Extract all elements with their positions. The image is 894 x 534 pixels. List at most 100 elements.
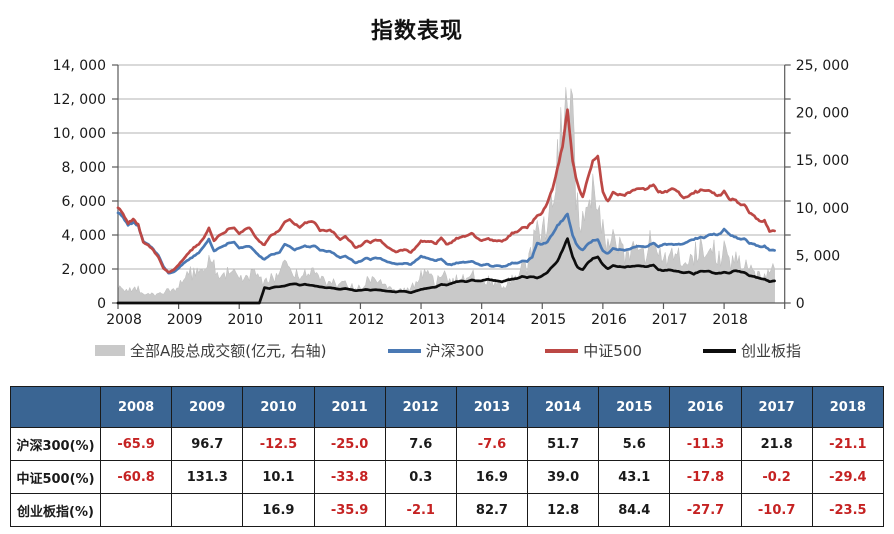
svg-text:0: 0 — [796, 296, 805, 312]
series-chinext-line — [116, 237, 776, 305]
table-header-year: 2017 — [740, 386, 813, 428]
table-cell: 96.7 — [171, 427, 244, 461]
table-header-year: 2012 — [384, 386, 457, 428]
svg-text:6, 000: 6, 000 — [61, 194, 106, 210]
table-cell: 43.1 — [598, 460, 671, 494]
svg-text:2015: 2015 — [531, 312, 567, 328]
table-cell: -65.9 — [99, 427, 173, 461]
axis-labels: 0 2, 000 4, 000 6, 000 8, 000 10, 000 12, 000 1… — [53, 58, 850, 328]
table-header-year: 2010 — [242, 386, 315, 428]
table-cell: 21.8 — [740, 427, 813, 461]
legend-item-turnover: 全部A股总成交额(亿元, 右轴) — [95, 340, 327, 361]
table-cell: -23.5 — [811, 493, 885, 527]
svg-text:14, 000: 14, 000 — [53, 58, 106, 74]
svg-text:10, 000: 10, 000 — [796, 201, 849, 217]
table-header-year: 2013 — [455, 386, 529, 428]
table-cell: -12.5 — [242, 427, 315, 461]
table-cell: -21.1 — [811, 427, 885, 461]
table-header-year: 2015 — [598, 386, 671, 428]
table-cell — [99, 493, 173, 527]
table-cell: -7.6 — [455, 427, 529, 461]
table-cell: -25.0 — [313, 427, 386, 461]
index-performance-chart: 0 2, 000 4, 000 6, 000 8, 000 10, 000 12, 000 1… — [53, 58, 850, 328]
svg-text:20, 000: 20, 000 — [796, 106, 849, 122]
table-cell: 0.3 — [384, 460, 457, 494]
table-corner-cell — [10, 386, 101, 428]
table-cell: 7.6 — [384, 427, 457, 461]
legend-item-csi500: 中证500 — [545, 340, 642, 361]
table-cell: -60.8 — [99, 460, 173, 494]
svg-text:2010: 2010 — [227, 312, 263, 328]
svg-text:2016: 2016 — [591, 312, 627, 328]
legend-swatch-chinext-line — [702, 348, 736, 353]
svg-text:0: 0 — [97, 296, 106, 312]
svg-text:2011: 2011 — [288, 312, 324, 328]
series-csi300-line — [116, 211, 776, 275]
legend-label-chinext: 创业板指 — [740, 342, 801, 360]
legend-label-csi300: 沪深300 — [425, 342, 485, 360]
chart-legend: 全部A股总成交额(亿元, 右轴) 沪深300 中证500 创业板指 — [95, 340, 801, 361]
svg-text:2013: 2013 — [409, 312, 445, 328]
table-cell: -29.4 — [811, 460, 885, 494]
gridlines — [118, 64, 785, 270]
svg-text:10, 000: 10, 000 — [53, 126, 106, 142]
table-row-label: 中证500(%) — [10, 460, 101, 494]
svg-text:15, 000: 15, 000 — [796, 153, 849, 169]
table-header-year: 2008 — [99, 386, 173, 428]
table-cell: -10.7 — [740, 493, 813, 527]
table-cell — [171, 493, 244, 527]
table-row-label: 创业板指(%) — [10, 493, 101, 527]
table-cell: 10.1 — [242, 460, 315, 494]
table-cell: 12.8 — [527, 493, 600, 527]
svg-text:12, 000: 12, 000 — [53, 92, 106, 108]
svg-text:2012: 2012 — [349, 312, 385, 328]
table-cell: -17.8 — [669, 460, 742, 494]
series-csi500-line — [116, 108, 776, 274]
table-row: 中证500(%) -60.8 131.3 10.1 -33.8 0.3 16.9 39.0 43… — [10, 460, 885, 494]
table-cell: -11.3 — [669, 427, 742, 461]
table-cell: 51.7 — [527, 427, 600, 461]
svg-text:2009: 2009 — [167, 312, 203, 328]
svg-text:25, 000: 25, 000 — [796, 58, 849, 74]
legend-item-chinext: 创业板指 — [702, 340, 801, 361]
table-header-year: 2018 — [811, 386, 885, 428]
legend-swatch-csi500-line — [545, 348, 579, 353]
legend-label-csi500: 中证500 — [583, 342, 642, 360]
legend-label-turnover: 全部A股总成交额(亿元, 右轴) — [130, 342, 327, 360]
table-header-year: 2009 — [171, 386, 244, 428]
table-header-year: 2014 — [527, 386, 600, 428]
svg-text:4, 000: 4, 000 — [61, 228, 106, 244]
table-cell: 82.7 — [455, 493, 529, 527]
svg-text:2017: 2017 — [652, 312, 688, 328]
table-cell: -27.7 — [669, 493, 742, 527]
table-cell: 5.6 — [598, 427, 671, 461]
table-row-label: 沪深300(%) — [10, 427, 101, 461]
table-row: 创业板指(%) 16.9 -35.9 -2.1 82.7 12.8 84.4 -27.7 -10… — [10, 493, 885, 527]
svg-text:2018: 2018 — [712, 312, 748, 328]
svg-text:2014: 2014 — [470, 312, 506, 328]
table-cell: -35.9 — [313, 493, 386, 527]
table-header-year: 2016 — [669, 386, 742, 428]
series-turnover-area — [117, 87, 775, 304]
table-header-year: 2011 — [313, 386, 386, 428]
legend-item-csi300: 沪深300 — [387, 340, 485, 361]
table-cell: -33.8 — [313, 460, 386, 494]
svg-text:5, 000: 5, 000 — [796, 248, 841, 264]
table-cell: -2.1 — [384, 493, 457, 527]
legend-swatch-csi300-line — [387, 348, 421, 353]
table-header-row: 2008 2009 2010 2011 2012 2013 2014 2015 2016 2017… — [10, 386, 885, 428]
svg-text:2, 000: 2, 000 — [61, 262, 106, 278]
chart-title: 指数表现 — [370, 19, 463, 44]
table-cell: 84.4 — [598, 493, 671, 527]
legend-swatch-turnover-area — [95, 345, 125, 356]
table-row: 沪深300(%) -65.9 96.7 -12.5 -25.0 7.6 -7.6 51.7 5.… — [10, 427, 885, 461]
svg-text:2008: 2008 — [106, 312, 142, 328]
table-cell: 16.9 — [455, 460, 529, 494]
table-cell: -0.2 — [740, 460, 813, 494]
table-cell: 16.9 — [242, 493, 315, 527]
table-cell: 39.0 — [527, 460, 600, 494]
svg-text:8, 000: 8, 000 — [61, 160, 106, 176]
table-cell: 131.3 — [171, 460, 244, 494]
performance-table: 2008 2009 2010 2011 2012 2013 2014 2015 2016 2017… — [10, 386, 885, 527]
